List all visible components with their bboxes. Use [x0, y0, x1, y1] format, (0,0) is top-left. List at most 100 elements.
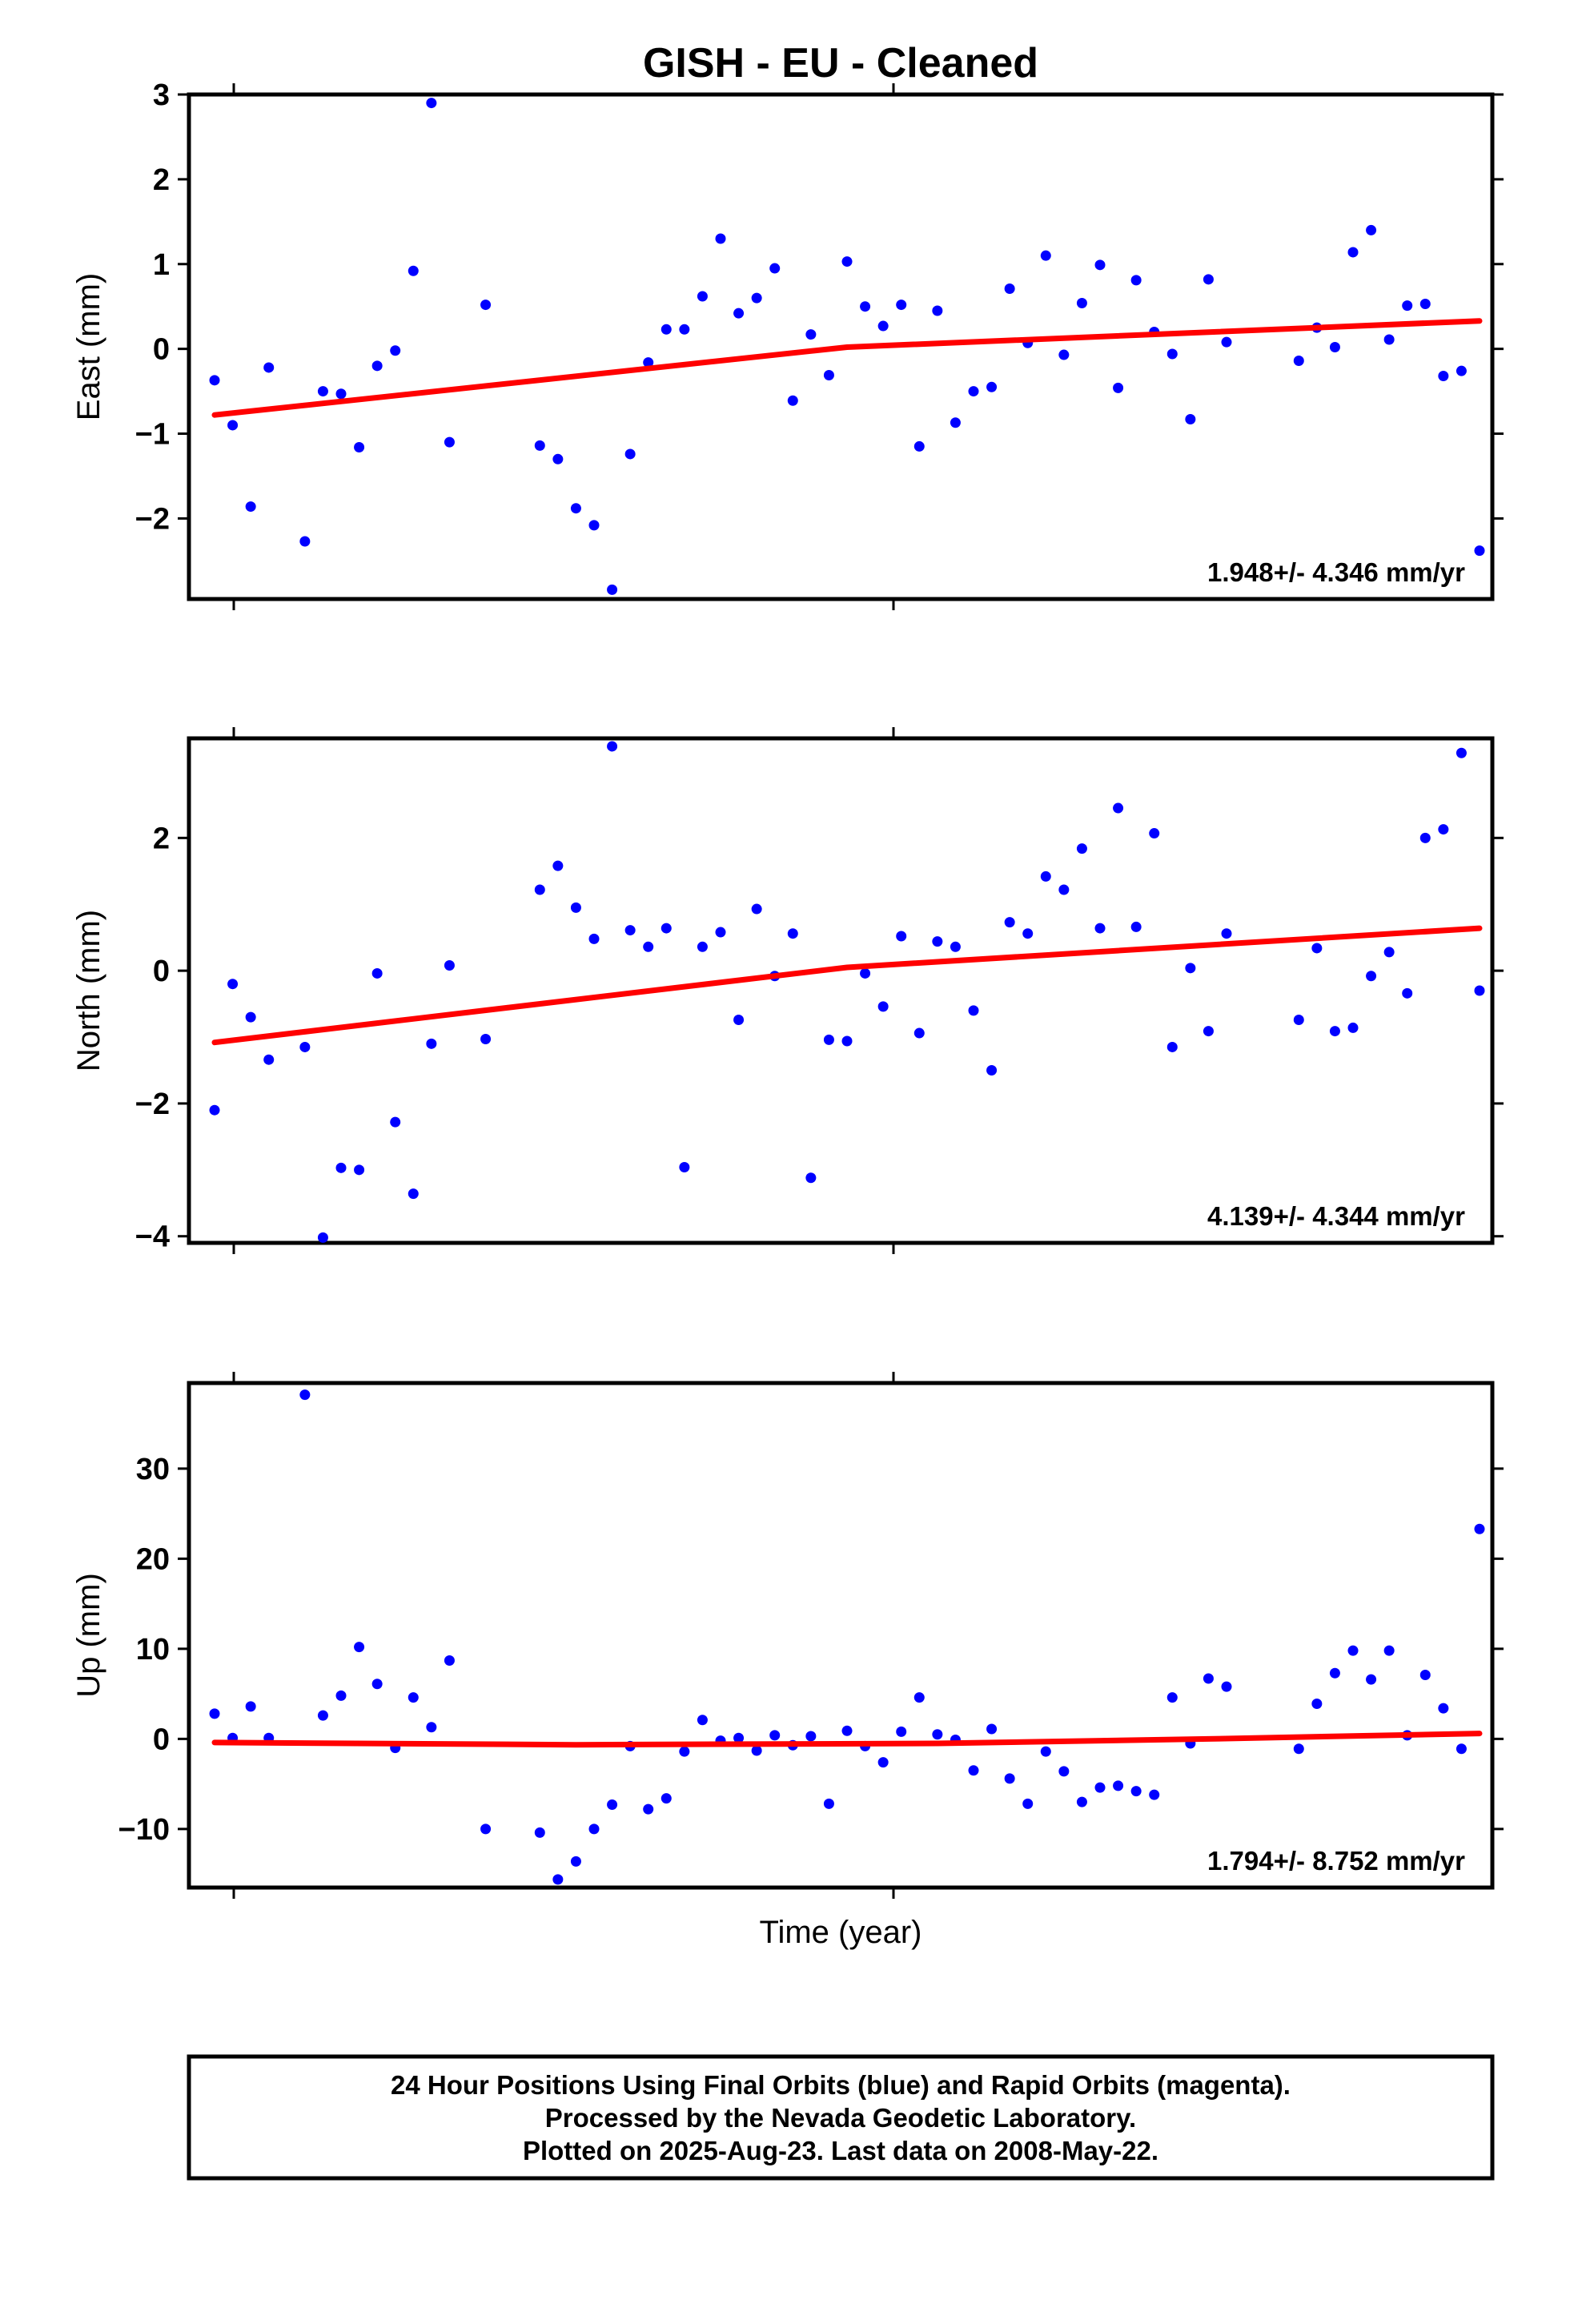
velocity-label: 1.948+/- 4.346 mm/yr — [1207, 557, 1465, 587]
y-tick-label: 3 — [153, 78, 170, 112]
data-point — [697, 941, 708, 952]
data-point — [877, 1001, 889, 1012]
data-point — [1185, 414, 1196, 425]
data-point — [841, 1035, 853, 1047]
data-point — [1311, 943, 1323, 954]
data-point — [552, 1874, 564, 1885]
data-point — [1383, 334, 1395, 345]
y-tick-label: −4 — [135, 1220, 170, 1254]
y-tick-label: 0 — [153, 955, 170, 988]
data-point — [1113, 802, 1124, 814]
y-axis-label: Up (mm) — [71, 1573, 106, 1698]
data-point — [534, 884, 545, 895]
data-point — [823, 1798, 834, 1809]
y-tick-label: 0 — [153, 333, 170, 367]
data-point — [209, 1708, 220, 1719]
data-point — [1474, 545, 1485, 557]
data-point — [552, 860, 564, 871]
footer-line-3: Plotted on 2025-Aug-23. Last data on 200… — [523, 2136, 1158, 2165]
data-point — [299, 1041, 311, 1052]
data-point — [607, 741, 618, 752]
data-point — [588, 933, 600, 944]
data-point — [932, 1729, 943, 1740]
data-point — [805, 1731, 817, 1742]
data-point — [932, 305, 943, 316]
data-point — [317, 1232, 328, 1243]
data-point — [1040, 1746, 1051, 1757]
data-point — [444, 1655, 455, 1666]
data-point — [986, 381, 998, 392]
data-point — [480, 1823, 492, 1835]
data-point — [245, 501, 256, 513]
data-point — [1402, 987, 1413, 999]
data-point — [534, 1827, 545, 1838]
data-point — [624, 448, 636, 460]
data-point — [841, 256, 853, 267]
data-point — [209, 375, 220, 386]
data-point — [968, 1005, 979, 1016]
data-point — [588, 1823, 600, 1835]
data-point — [913, 1692, 925, 1703]
data-point — [1022, 1798, 1034, 1809]
data-point — [679, 324, 690, 335]
data-point — [1113, 1780, 1124, 1791]
data-point — [1419, 299, 1431, 310]
plot-frame — [187, 736, 1495, 1245]
up-panel: 30 20 10 0 −10 Up (mm) 1.794+/- 8.752 mm/yr — [71, 1372, 1504, 1899]
data-point — [1149, 1789, 1160, 1800]
data-point — [896, 1726, 907, 1737]
data-point — [1113, 382, 1124, 393]
y-tick-label: −1 — [135, 418, 170, 452]
data-point — [661, 1793, 672, 1804]
data-point — [480, 1034, 492, 1045]
data-point — [913, 1027, 925, 1039]
y-tick-label: −10 — [118, 1813, 170, 1847]
data-point — [588, 520, 600, 531]
y-tick-label: 1 — [153, 248, 170, 282]
data-point — [371, 967, 383, 979]
data-point — [607, 1799, 618, 1810]
data-point — [805, 329, 817, 340]
data-point — [1203, 274, 1214, 285]
data-point — [426, 1722, 437, 1733]
data-point — [1293, 355, 1304, 366]
data-point — [1004, 283, 1015, 294]
data-point — [570, 503, 581, 514]
data-point — [1474, 1523, 1485, 1534]
data-point — [1293, 1014, 1304, 1025]
chart-title: GISH - EU - Cleaned — [643, 40, 1038, 86]
data-point — [227, 979, 239, 990]
data-point — [444, 436, 455, 448]
data-point — [408, 1188, 419, 1200]
data-point — [733, 1732, 745, 1743]
data-point — [697, 291, 708, 302]
data-point — [371, 1679, 383, 1690]
data-point — [860, 967, 871, 979]
data-point — [1094, 259, 1106, 271]
data-point — [661, 324, 672, 335]
data-point — [679, 1162, 690, 1172]
data-point — [1004, 1773, 1015, 1784]
data-point — [1166, 348, 1178, 360]
data-point — [1456, 747, 1467, 758]
data-point — [986, 1064, 998, 1076]
data-point — [408, 265, 419, 276]
data-point — [1383, 947, 1395, 958]
data-point — [1076, 297, 1087, 308]
data-point — [896, 300, 907, 311]
data-point — [1058, 884, 1070, 895]
data-point — [1040, 870, 1051, 882]
data-point — [1419, 1670, 1431, 1680]
data-point — [371, 360, 383, 372]
plot-frame — [187, 1381, 1495, 1890]
data-point — [263, 362, 275, 373]
data-point — [661, 923, 672, 934]
data-point — [426, 98, 437, 109]
data-point — [1366, 1674, 1377, 1685]
data-point — [877, 1757, 889, 1768]
y-tick-label: 2 — [153, 822, 170, 855]
data-point — [968, 386, 979, 397]
data-point — [913, 440, 925, 452]
data-point — [1130, 921, 1142, 932]
data-point — [1383, 1645, 1395, 1656]
